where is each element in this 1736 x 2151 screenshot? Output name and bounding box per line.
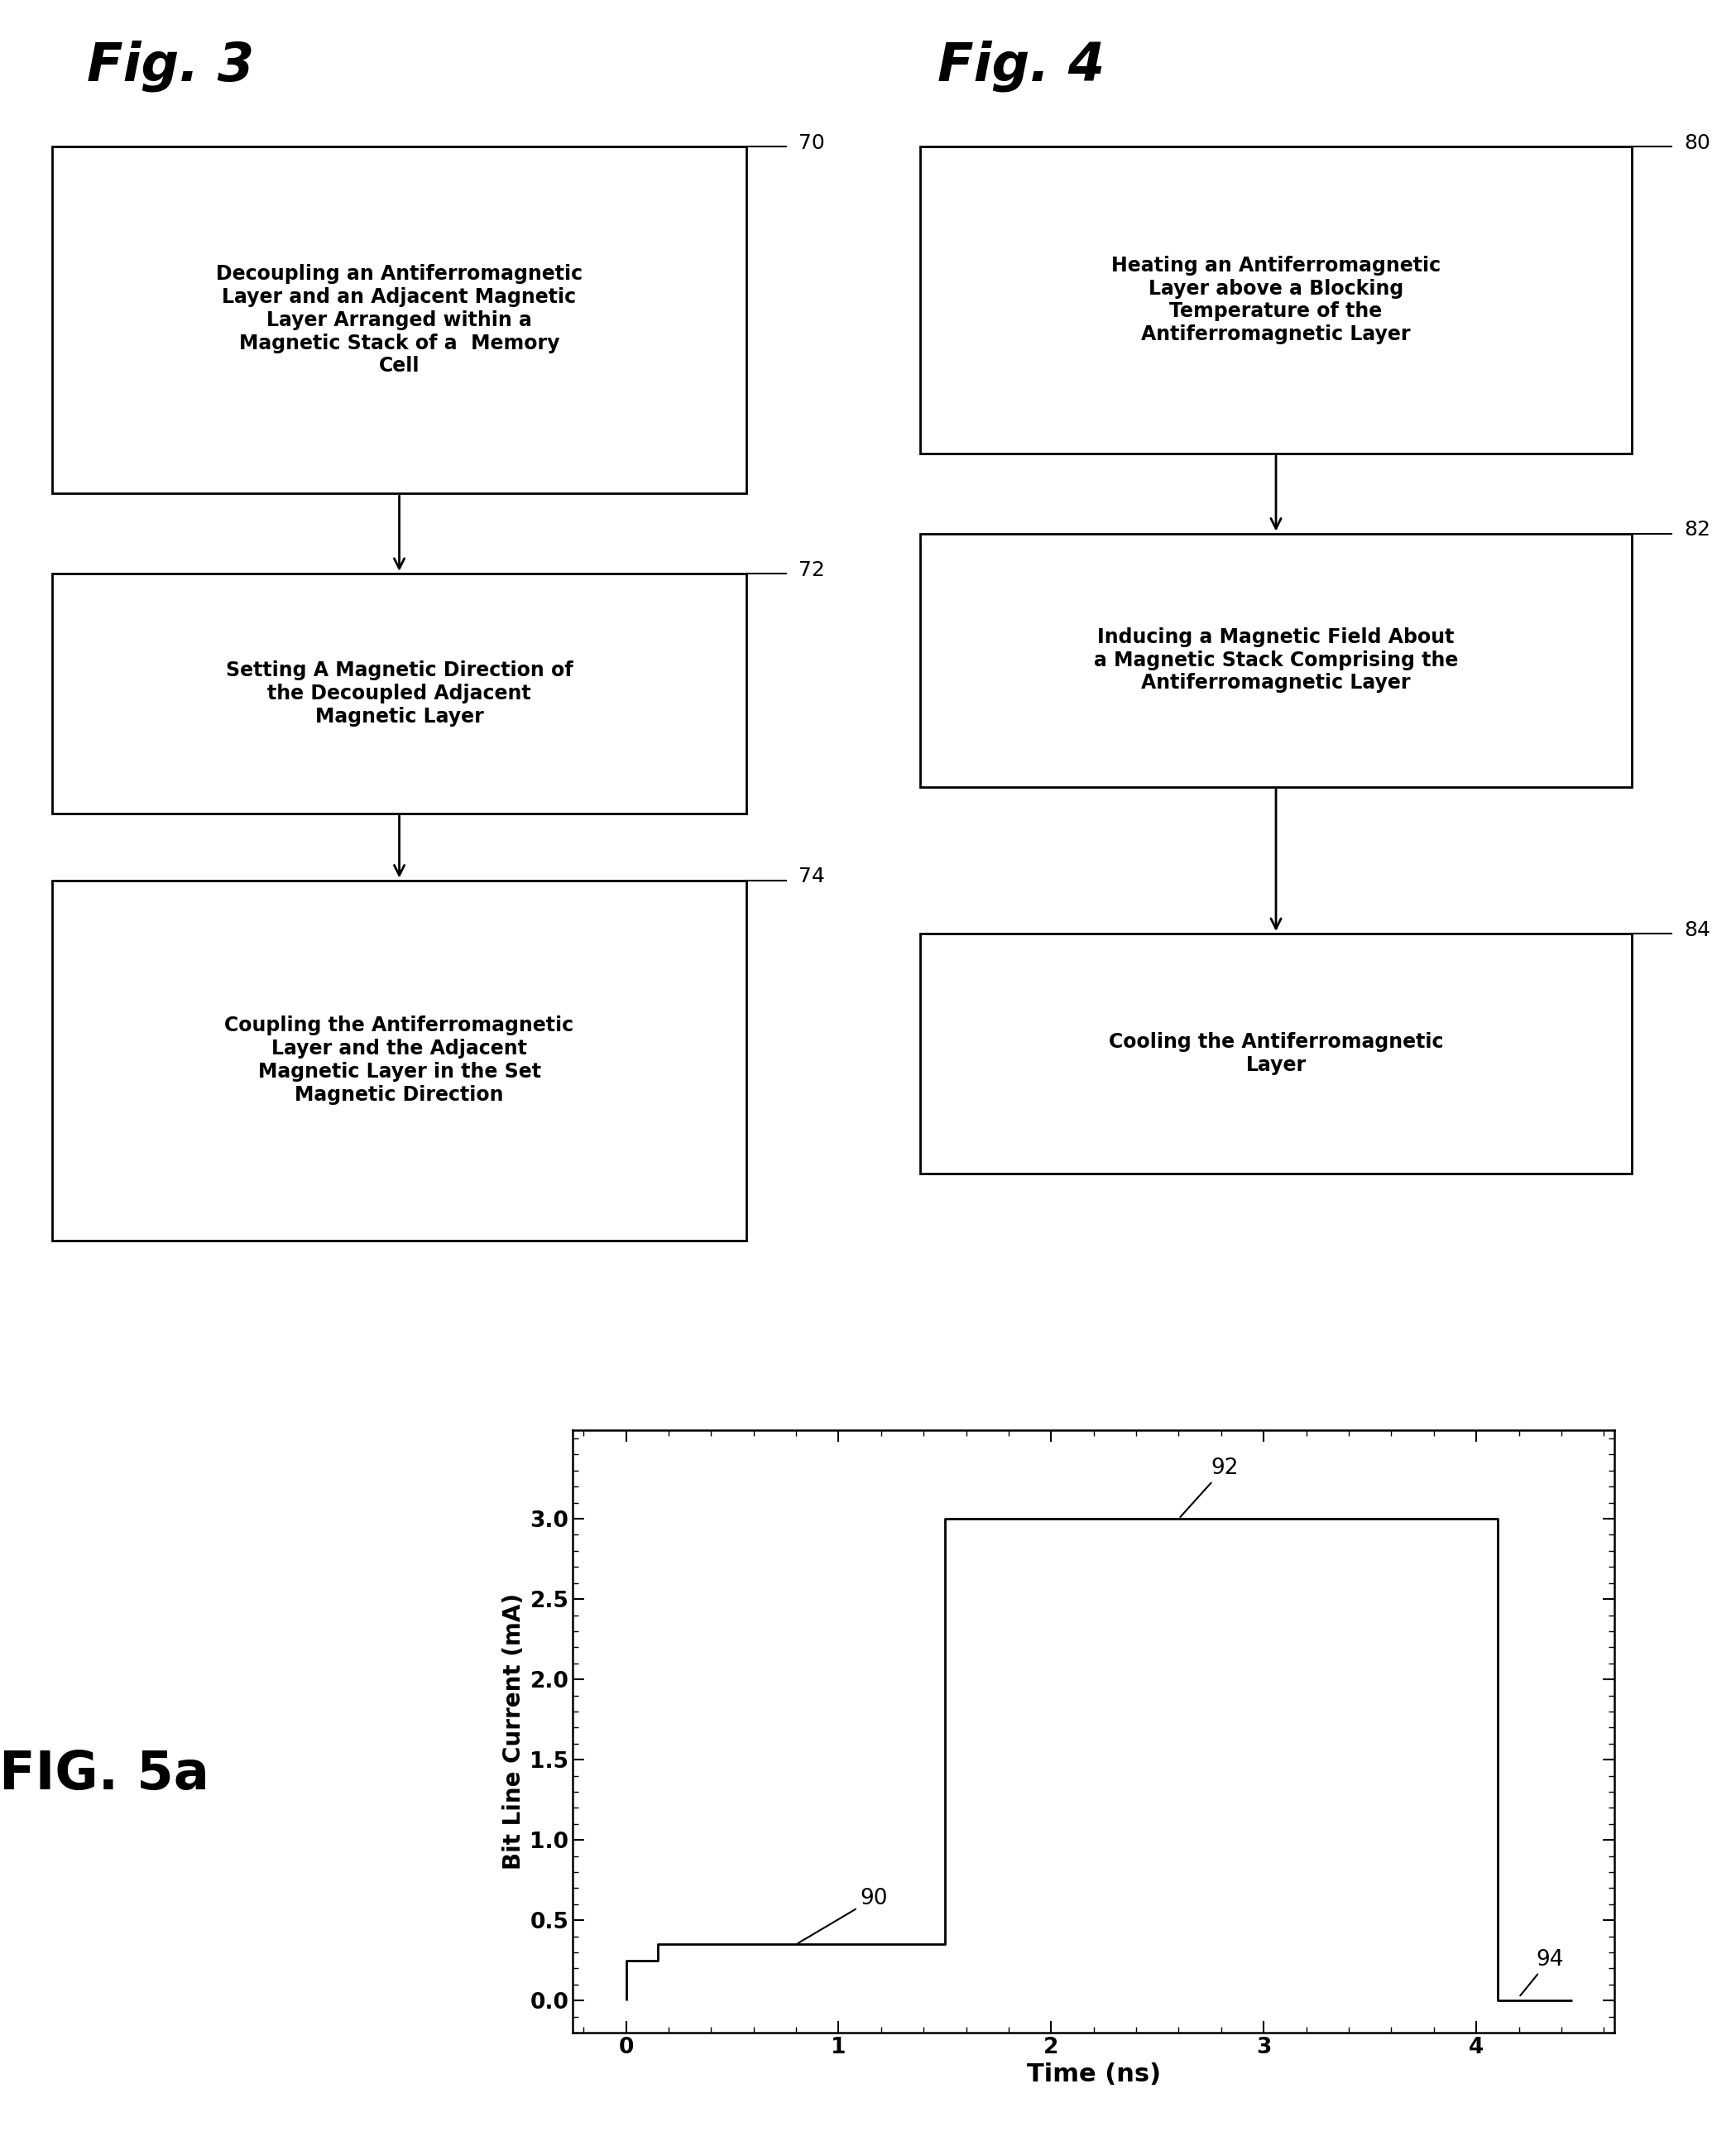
- Text: Setting A Magnetic Direction of
the Decoupled Adjacent
Magnetic Layer: Setting A Magnetic Direction of the Deco…: [226, 660, 573, 727]
- X-axis label: Time (ns): Time (ns): [1026, 2063, 1161, 2086]
- Text: Coupling the Antiferromagnetic
Layer and the Adjacent
Magnetic Layer in the Set
: Coupling the Antiferromagnetic Layer and…: [224, 1015, 575, 1106]
- Bar: [52, 574, 746, 813]
- Text: Decoupling an Antiferromagnetic
Layer and an Adjacent Magnetic
Layer Arranged wi: Decoupling an Antiferromagnetic Layer an…: [215, 265, 583, 376]
- Text: 72: 72: [799, 559, 825, 581]
- Bar: [920, 533, 1632, 787]
- Text: 82: 82: [1684, 521, 1710, 540]
- Text: Fig. 4: Fig. 4: [937, 41, 1104, 92]
- Text: 84: 84: [1684, 921, 1710, 940]
- Text: 94: 94: [1521, 1949, 1564, 1996]
- Y-axis label: Bit Line Current (mA): Bit Line Current (mA): [502, 1594, 526, 1869]
- Text: 70: 70: [799, 133, 825, 153]
- Text: 90: 90: [799, 1889, 887, 1942]
- Text: Cooling the Antiferromagnetic
Layer: Cooling the Antiferromagnetic Layer: [1109, 1032, 1443, 1076]
- Text: Heating an Antiferromagnetic
Layer above a Blocking
Temperature of the
Antiferro: Heating an Antiferromagnetic Layer above…: [1111, 256, 1441, 344]
- Text: Inducing a Magnetic Field About
a Magnetic Stack Comprising the
Antiferromagneti: Inducing a Magnetic Field About a Magnet…: [1094, 628, 1458, 693]
- Text: 92: 92: [1180, 1456, 1238, 1516]
- Bar: [52, 880, 746, 1241]
- Bar: [920, 934, 1632, 1174]
- Text: 74: 74: [799, 867, 825, 886]
- Text: FIG. 5a: FIG. 5a: [0, 1749, 210, 1800]
- Text: Fig. 3: Fig. 3: [87, 41, 253, 92]
- Text: 80: 80: [1684, 133, 1710, 153]
- Bar: [52, 146, 746, 493]
- Bar: [920, 146, 1632, 454]
